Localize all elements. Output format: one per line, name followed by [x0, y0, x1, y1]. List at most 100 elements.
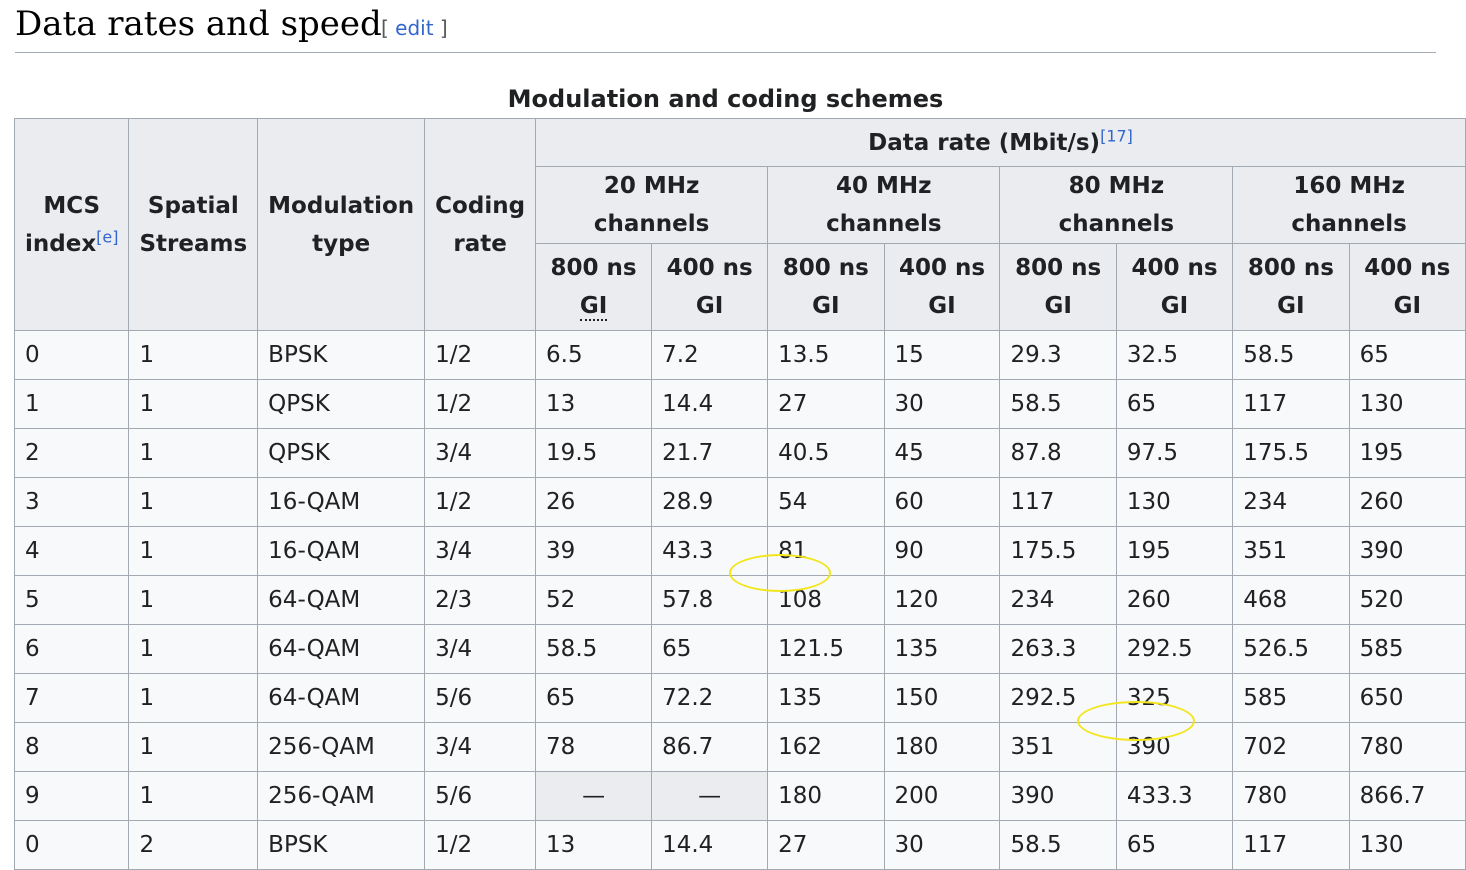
header-mcs-index: MCS index[e] [13, 118, 130, 331]
gi-abbreviation: GI [579, 293, 608, 321]
table-cell: 64-QAM [257, 624, 426, 674]
table-cell: 14.4 [651, 820, 769, 870]
footnote-e[interactable]: [e] [96, 226, 119, 246]
table-cell: 58.5 [1232, 330, 1350, 380]
table-cell: 162 [767, 722, 885, 772]
table-cell: 14.4 [651, 379, 769, 429]
table-cell: 292.5 [1115, 624, 1234, 674]
header-800ns-gi: 800 ns GI [535, 243, 653, 331]
table-cell: 585 [1232, 673, 1350, 723]
table-cell: 200 [883, 771, 1001, 821]
table-cell: 650 [1348, 673, 1466, 723]
table-cell: 40.5 [767, 428, 885, 478]
table-cell: 13 [535, 379, 653, 429]
table-cell: 256-QAM [257, 771, 426, 821]
table-cell: 60 [883, 477, 1001, 527]
table-cell: 526.5 [1232, 624, 1350, 674]
header-400ns-gi: 400 ns GI [651, 243, 769, 331]
table-cell: 117 [1232, 379, 1350, 429]
table-cell: 4 [13, 526, 130, 576]
footnote-17[interactable]: [17] [1100, 125, 1133, 145]
table-cell: 1/2 [424, 477, 537, 527]
table-cell: 260 [1348, 477, 1466, 527]
table-cell: 702 [1232, 722, 1350, 772]
table-cell: 65 [535, 673, 653, 723]
header-80mhz: 80 MHz channels [999, 166, 1234, 244]
table-cell: 7 [13, 673, 130, 723]
table-row: 3 1 16-QAM 1/2 26 28.9 54 60 117 130 234 260 [13, 477, 1466, 527]
table-cell: 3/4 [424, 722, 537, 772]
table-cell: 6.5 [535, 330, 653, 380]
table-cell: 3/4 [424, 526, 537, 576]
table-cell: 65 [1115, 820, 1234, 870]
table-cell: 866.7 [1348, 771, 1466, 821]
table-cell: 3/4 [424, 624, 537, 674]
header-800ns-gi: 800 ns GI [1232, 243, 1350, 331]
table-cell: 54 [767, 477, 885, 527]
header-800ns-gi: 800 ns GI [999, 243, 1117, 331]
table-cell: 7.2 [651, 330, 769, 380]
table-cell: 175.5 [999, 526, 1117, 576]
table-cell: 65 [1348, 330, 1466, 380]
section-title: Data rates and speed [15, 4, 382, 44]
edit-link[interactable]: edit [395, 16, 434, 40]
table-cell: 175.5 [1232, 428, 1350, 478]
table-row: 2 1 QPSK 3/4 19.5 21.7 40.5 45 87.8 97.5 175.5 195 [13, 428, 1466, 478]
table-cell: BPSK [257, 330, 426, 380]
header-40mhz: 40 MHz channels [767, 166, 1001, 244]
table-cell: 13 [535, 820, 653, 870]
table-cell: 2/3 [424, 575, 537, 625]
header-20mhz: 20 MHz channels [535, 166, 769, 244]
table-cell: 29.3 [999, 330, 1117, 380]
table-cell: — [651, 771, 769, 821]
table-cell: 390 [1348, 526, 1466, 576]
table-cell: 58.5 [535, 624, 653, 674]
table-cell: 780 [1232, 771, 1350, 821]
table-cell: 0 [13, 330, 130, 380]
table-cell: 1/2 [424, 820, 537, 870]
table-cell: 1 [128, 379, 259, 429]
table-cell: 1 [128, 428, 259, 478]
table-cell: 64-QAM [257, 673, 426, 723]
table-cell: QPSK [257, 379, 426, 429]
table-caption: Modulation and coding schemes [507, 85, 944, 113]
table-cell: 1 [128, 477, 259, 527]
table-cell: 32.5 [1115, 330, 1234, 380]
table-cell: 1 [128, 624, 259, 674]
table-cell: 234 [1232, 477, 1350, 527]
table-cell: 260 [1115, 575, 1234, 625]
table-cell: — [535, 771, 653, 821]
table-cell: 585 [1348, 624, 1466, 674]
table-cell: 150 [883, 673, 1001, 723]
table-cell: 390 [999, 771, 1117, 821]
header-400ns-gi: 400 ns GI [883, 243, 1001, 331]
table-cell: 130 [1348, 820, 1466, 870]
table-cell: 97.5 [1115, 428, 1234, 478]
table-cell: 5/6 [424, 771, 537, 821]
table-cell: 16-QAM [257, 526, 426, 576]
table-cell: 72.2 [651, 673, 769, 723]
table-cell: 28.9 [651, 477, 769, 527]
table-cell: 1 [13, 379, 130, 429]
table-cell: 180 [883, 722, 1001, 772]
table-cell: 1 [128, 575, 259, 625]
table-cell: 19.5 [535, 428, 653, 478]
table-cell: 120 [883, 575, 1001, 625]
table-cell: 65 [651, 624, 769, 674]
table-cell: 13.5 [767, 330, 885, 380]
table-cell: 21.7 [651, 428, 769, 478]
table-cell: 1 [128, 771, 259, 821]
header-800ns-gi: 800 ns GI [767, 243, 885, 331]
table-cell: 39 [535, 526, 653, 576]
table-cell: 52 [535, 575, 653, 625]
table-cell: 195 [1115, 526, 1234, 576]
table-cell: 117 [1232, 820, 1350, 870]
header-160mhz: 160 MHz channels [1232, 166, 1466, 244]
table-cell: 1 [128, 722, 259, 772]
table-cell: 117 [999, 477, 1117, 527]
table-row: 1 1 QPSK 1/2 13 14.4 27 30 58.5 65 117 130 [13, 379, 1466, 429]
table-cell: 1 [128, 673, 259, 723]
table-cell: 108 [767, 575, 885, 625]
table-cell: 1/2 [424, 379, 537, 429]
table-row: 0 2 BPSK 1/2 13 14.4 27 30 58.5 65 117 130 [13, 820, 1466, 870]
